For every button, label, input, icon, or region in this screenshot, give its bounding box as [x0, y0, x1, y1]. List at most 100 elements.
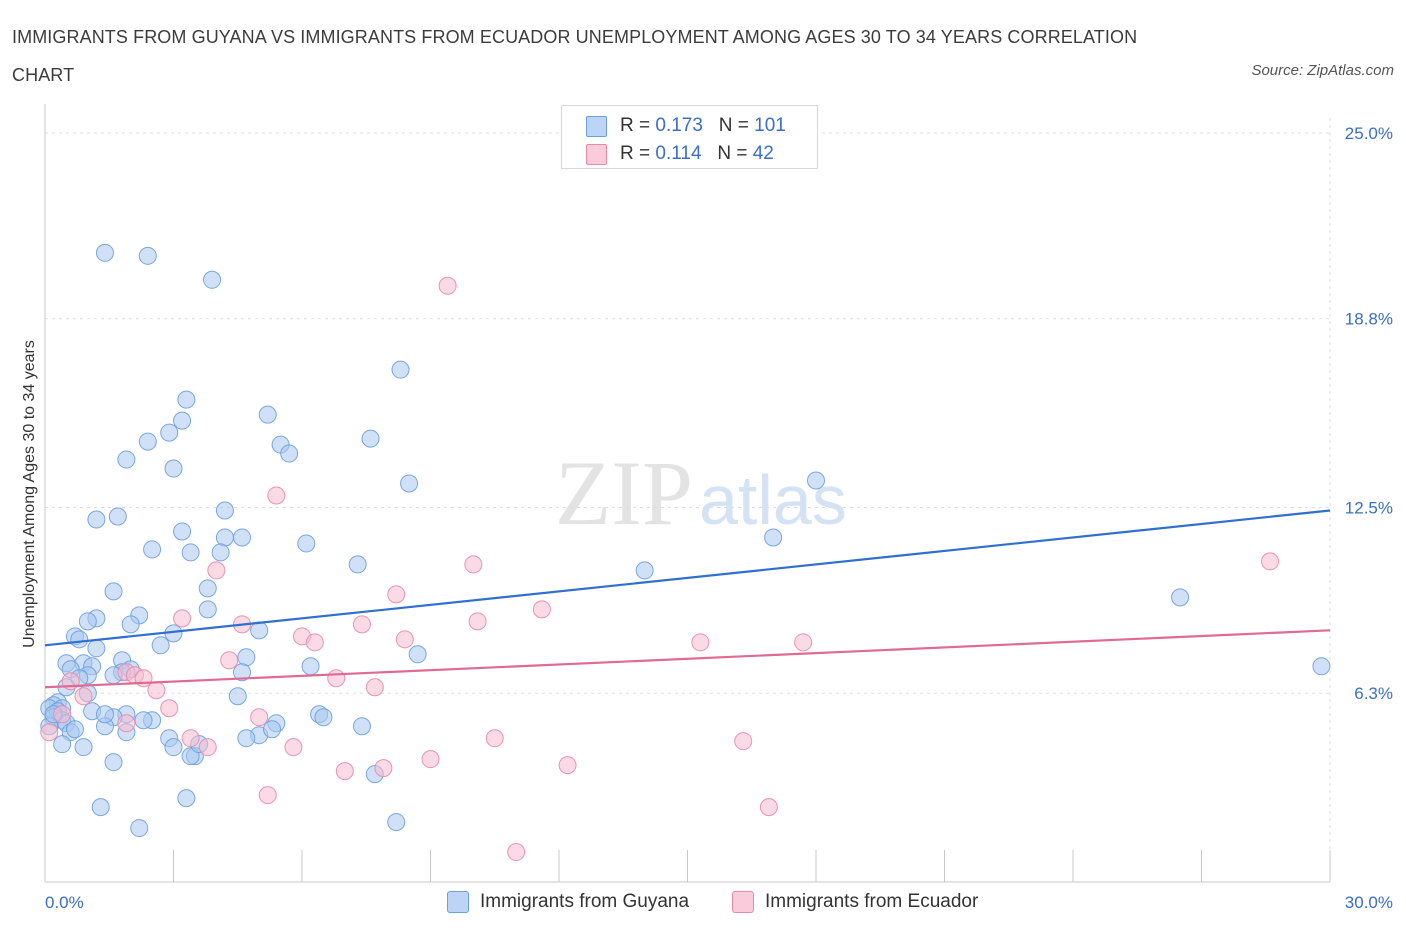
y-tick-label: 6.3% [1354, 684, 1393, 703]
data-point-guyana [198, 579, 217, 598]
data-point-guyana [764, 528, 783, 547]
data-point-ecuador [220, 651, 239, 670]
data-point-guyana [138, 432, 157, 451]
data-point-guyana [408, 645, 427, 664]
data-point-guyana [237, 729, 256, 748]
data-point-guyana [164, 738, 183, 757]
data-point-guyana [65, 720, 84, 739]
data-point-ecuador [387, 585, 406, 604]
data-point-ecuador [284, 738, 303, 757]
trend-line-guyana [44, 509, 1331, 647]
data-point-guyana [314, 708, 333, 727]
data-point-guyana [361, 429, 380, 448]
legend-r-label: R = [620, 115, 656, 136]
data-point-ecuador [335, 762, 354, 781]
data-point-ecuador [181, 729, 200, 748]
data-point-guyana [151, 636, 170, 655]
data-point-ecuador [40, 723, 59, 742]
data-point-guyana [121, 615, 140, 634]
data-point-ecuador [438, 276, 457, 295]
data-point-guyana [164, 459, 183, 478]
data-point-guyana [228, 687, 247, 706]
data-point-guyana [130, 819, 149, 838]
source-label: Source: ZipAtlas.com [1251, 62, 1394, 79]
data-point-ecuador [734, 732, 753, 751]
legend-text-ecuador: R = 0.114 N = 42 [620, 143, 774, 165]
data-point-ecuador [759, 798, 778, 817]
data-point-guyana [635, 561, 654, 580]
watermark-zip: ZIP [555, 442, 693, 544]
legend-text-guyana: R = 0.173 N = 101 [620, 115, 786, 137]
data-point-guyana [95, 705, 114, 724]
data-point-guyana [215, 501, 234, 520]
data-point-guyana [78, 612, 97, 631]
x-tick-label: 30.0% [1345, 893, 1393, 912]
bottom-legend-label-ecuador: Immigrants from Ecuador [765, 891, 979, 912]
legend-swatch-ecuador [586, 144, 607, 165]
data-point-guyana [70, 630, 89, 649]
data-point-ecuador [464, 555, 483, 574]
data-point-guyana [108, 507, 127, 526]
data-point-guyana [143, 540, 162, 559]
data-point-guyana [138, 246, 157, 265]
trend-line-ecuador [44, 629, 1331, 689]
data-point-ecuador [207, 561, 226, 580]
data-point-ecuador [327, 669, 346, 688]
data-point-ecuador [794, 633, 813, 652]
data-point-guyana [237, 648, 256, 667]
tick-labels: 6.3% 12.5% 18.8% 25.0% 0.0% 30.0% [45, 124, 1393, 912]
data-point-guyana [173, 522, 192, 541]
data-point-guyana [301, 657, 320, 676]
data-point-guyana [807, 471, 825, 490]
legend-r-label: R = [620, 143, 656, 164]
data-point-guyana [203, 270, 222, 289]
data-point-guyana [297, 534, 316, 553]
data-point-ecuador [691, 633, 710, 652]
y-tick-label: 25.0% [1345, 124, 1393, 143]
data-point-guyana [391, 360, 410, 379]
data-point-ecuador [258, 786, 277, 805]
data-point-ecuador [485, 729, 504, 748]
axes [44, 104, 1331, 883]
data-point-ecuador [352, 615, 371, 634]
series-guyana-points [40, 243, 1331, 838]
data-point-guyana [280, 444, 299, 463]
grid [45, 118, 1331, 882]
data-point-guyana [181, 543, 200, 562]
data-point-ecuador [365, 678, 384, 697]
data-point-guyana [1312, 657, 1331, 676]
data-point-guyana [95, 243, 114, 262]
bottom-legend-swatch-guyana [447, 891, 469, 913]
bottom-legend-swatch-ecuador [732, 891, 754, 913]
data-point-guyana [215, 528, 234, 547]
data-point-ecuador [305, 633, 324, 652]
data-point-guyana [263, 720, 282, 739]
data-point-guyana [177, 789, 196, 808]
data-point-ecuador [532, 600, 551, 619]
data-point-ecuador [395, 630, 414, 649]
series-ecuador-points [40, 276, 1280, 862]
data-point-ecuador [160, 699, 179, 718]
data-point-guyana [87, 639, 106, 658]
bottom-legend-label-guyana: Immigrants from Guyana [480, 891, 690, 912]
data-point-guyana [211, 543, 230, 562]
x-tick-label: 0.0% [45, 893, 84, 912]
data-point-guyana [348, 555, 367, 574]
data-point-guyana [74, 738, 93, 757]
data-point-guyana [352, 717, 371, 736]
data-point-guyana [104, 753, 123, 772]
data-point-guyana [387, 813, 406, 832]
data-point-ecuador [74, 687, 93, 706]
data-point-ecuador [147, 681, 166, 700]
legend-n-value: 42 [752, 143, 774, 164]
data-point-ecuador [53, 705, 72, 724]
data-point-guyana [233, 528, 252, 547]
data-point-ecuador [198, 738, 217, 757]
data-point-guyana [160, 423, 179, 442]
legend-swatch-guyana [586, 116, 607, 137]
data-point-ecuador [468, 612, 487, 631]
y-axis-label: Unemployment Among Ages 30 to 34 years [21, 340, 38, 648]
chart-title: IMMIGRANTS FROM GUYANA VS IMMIGRANTS FRO… [12, 27, 1138, 85]
data-point-guyana [198, 600, 217, 619]
